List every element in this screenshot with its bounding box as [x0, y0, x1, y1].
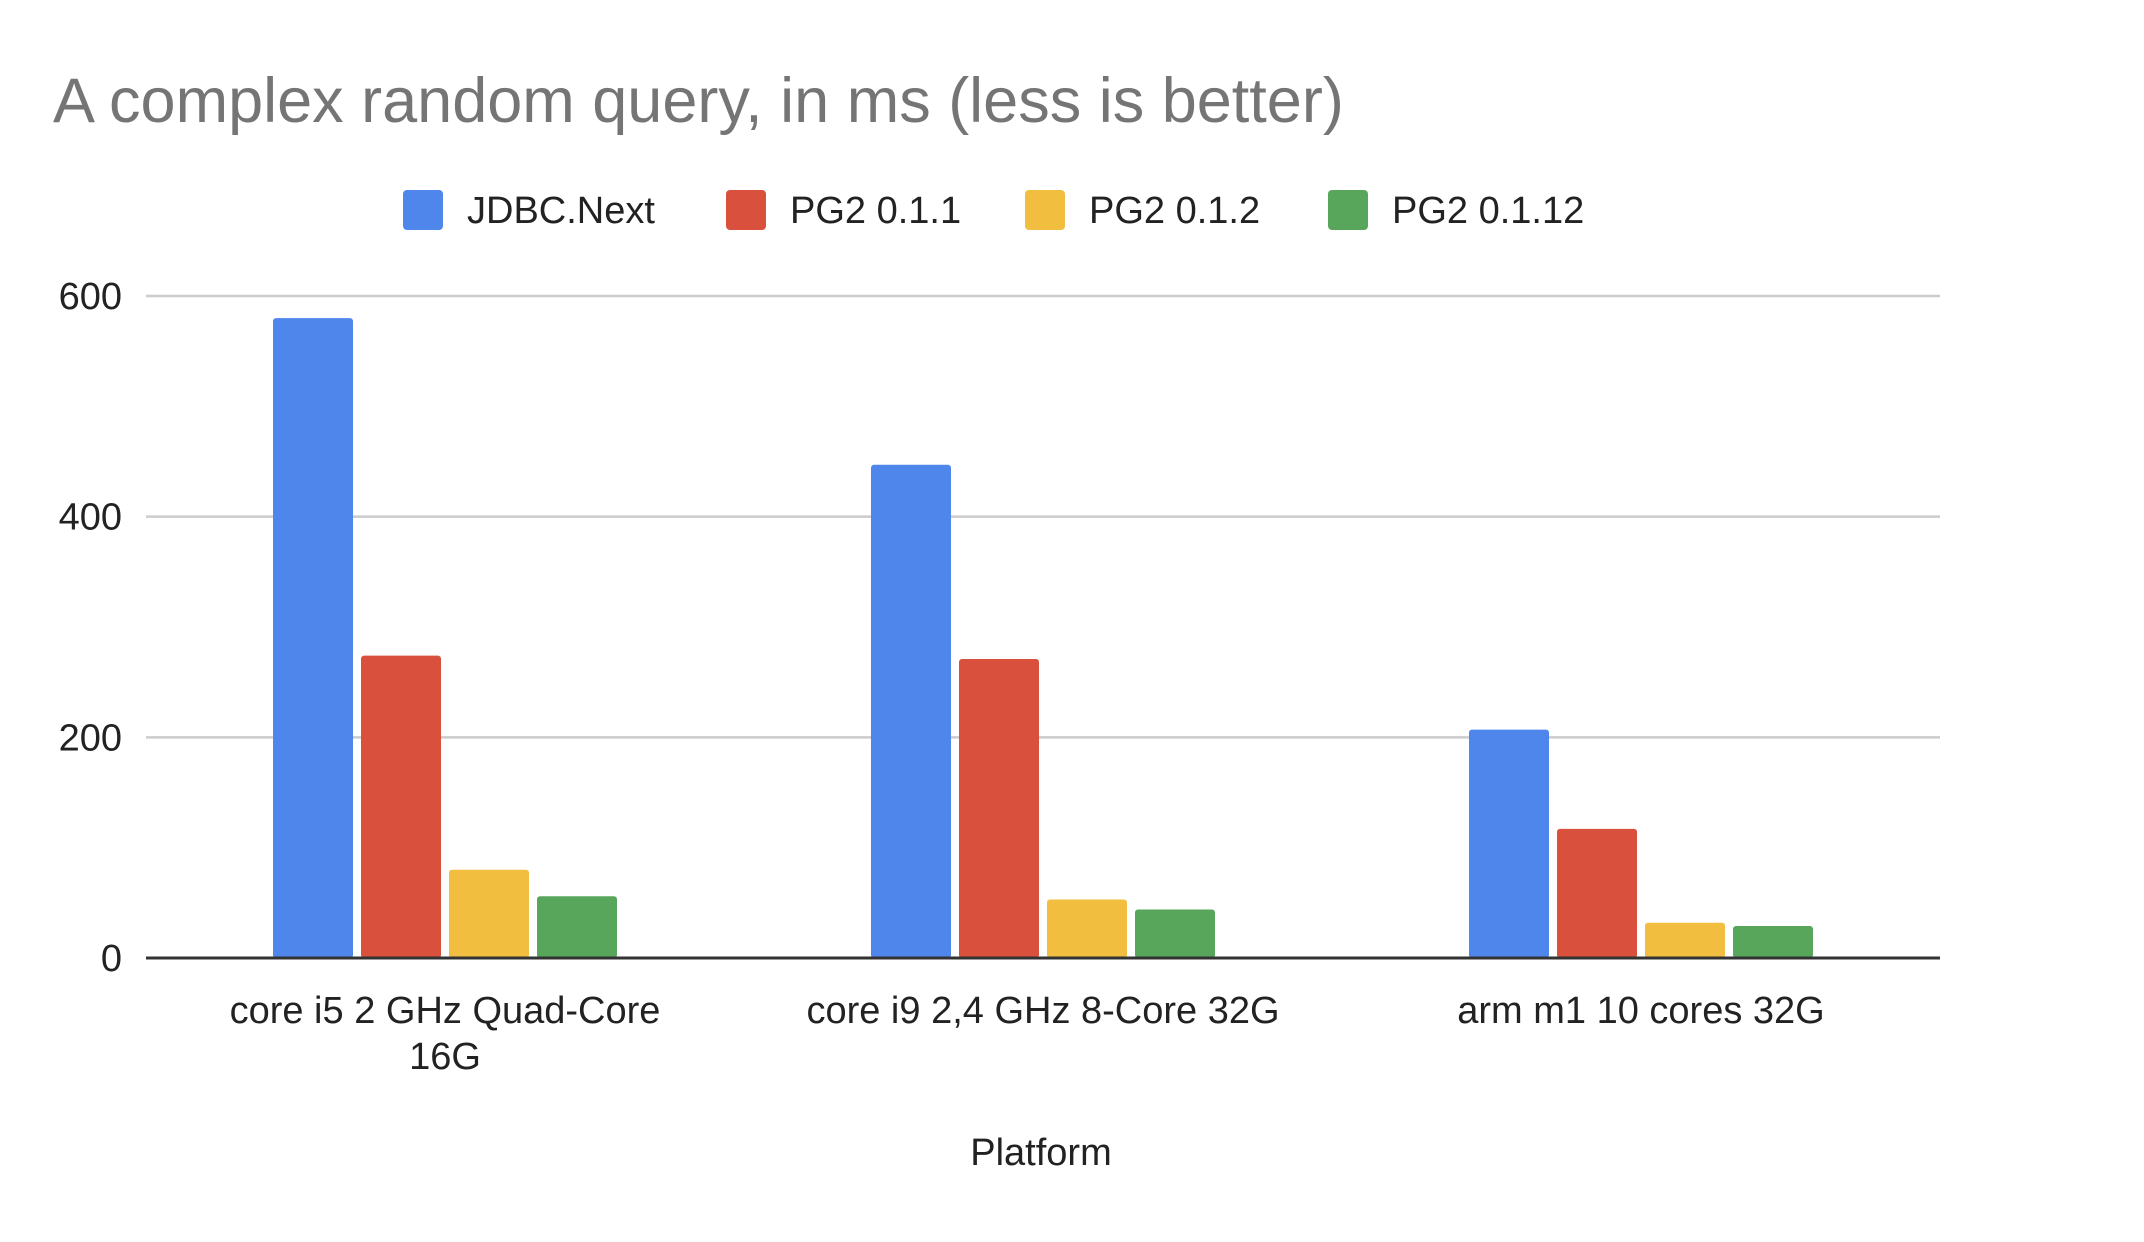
y-tick-label: 0: [101, 938, 122, 980]
bar-pg2-0-1-12-0: [537, 896, 617, 958]
bars: [273, 318, 1813, 959]
bar-jdbc-next-0: [273, 318, 353, 959]
bar-jdbc-next-1: [871, 464, 951, 958]
y-tick-label: 200: [59, 717, 122, 759]
legend-label: PG2 0.1.12: [1392, 190, 1584, 232]
bar-pg2-0-1-12-2: [1733, 926, 1813, 958]
bar-pg2-0-1-1-0: [361, 655, 441, 958]
legend-swatch: [403, 190, 443, 230]
legend-label: PG2 0.1.1: [790, 190, 961, 232]
x-category-label: core i5 2 GHz Quad-Core: [230, 990, 661, 1032]
legend-label: PG2 0.1.2: [1089, 190, 1260, 232]
bar-pg2-0-1-2-2: [1645, 922, 1725, 958]
bar-pg2-0-1-1-2: [1557, 828, 1637, 958]
bar-pg2-0-1-2-1: [1047, 899, 1127, 958]
legend-swatch: [1025, 190, 1065, 230]
y-tick-label: 600: [59, 276, 122, 318]
x-category-label: 16G: [409, 1036, 481, 1078]
bar-jdbc-next-2: [1469, 729, 1549, 958]
legend-swatch: [726, 190, 766, 230]
legend: JDBC.Next PG2 0.1.1 PG2 0.1.2 PG2 0.1.12: [403, 190, 1584, 232]
y-axis-ticks: 0 200 400 600: [59, 276, 122, 980]
bar-pg2-0-1-12-1: [1135, 909, 1215, 958]
bar-pg2-0-1-1-1: [959, 658, 1039, 958]
x-category-label: arm m1 10 cores 32G: [1457, 990, 1824, 1032]
x-axis-title: Platform: [970, 1132, 1111, 1174]
bar-pg2-0-1-2-0: [449, 869, 529, 958]
legend-swatch: [1328, 190, 1368, 230]
gridlines: [146, 294, 1940, 739]
chart-title: A complex random query, in ms (less is b…: [53, 66, 1344, 136]
legend-label: JDBC.Next: [467, 190, 655, 232]
x-category-label: core i9 2,4 GHz 8-Core 32G: [806, 990, 1279, 1032]
y-tick-label: 400: [59, 497, 122, 539]
